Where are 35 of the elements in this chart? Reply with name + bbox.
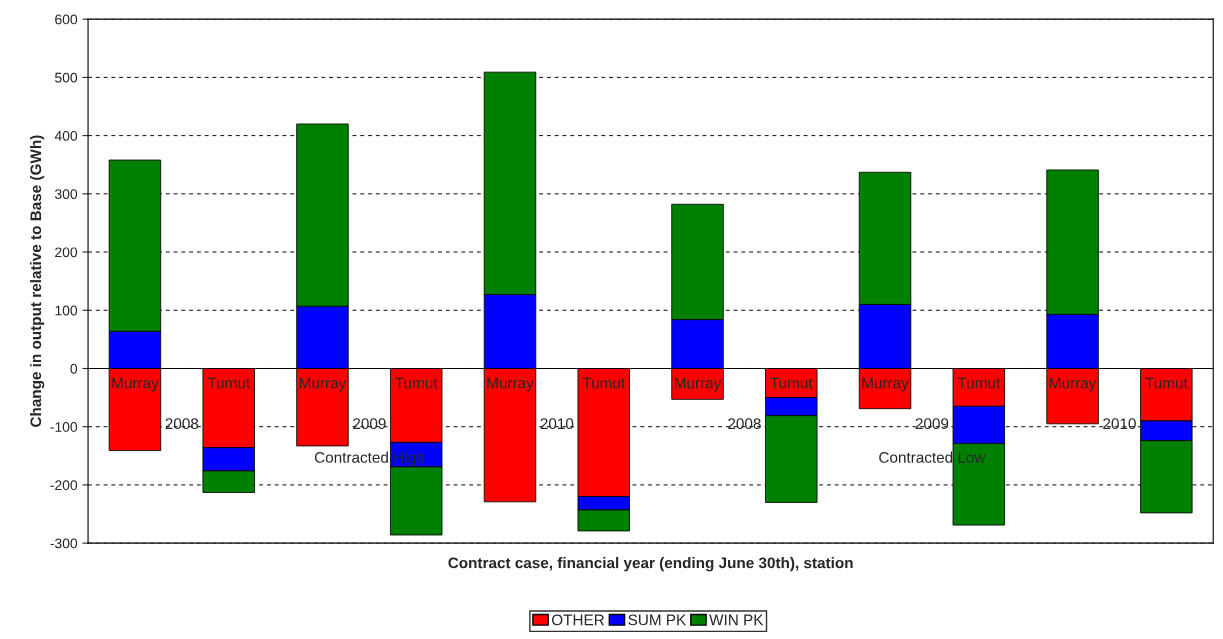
x-tick-label: Tumut (957, 377, 1001, 389)
y-tick-label: 300 (55, 189, 78, 199)
annotation: 2009 (915, 418, 949, 430)
y-tick-label: 100 (55, 305, 78, 316)
annotation: 2010 (540, 418, 574, 430)
annotation: 2008 (728, 418, 761, 430)
y-tick-label: -300 (50, 538, 78, 549)
x-tick-label: Tumut (207, 377, 250, 389)
y-axis-title: Change in output relative to Base (GWh) (29, 135, 45, 427)
annotation: 2009 (353, 418, 386, 430)
y-tick-label: 0 (70, 363, 78, 374)
x-tick-label: Tumut (770, 377, 813, 389)
x-tick-label: Murray (112, 377, 159, 392)
x-tick-label: Murray (862, 377, 909, 392)
annotation: Contracted High (314, 451, 424, 466)
annotation: 2008 (165, 418, 199, 430)
x-tick-label: Murray (1050, 377, 1097, 392)
x-tick-label: Tumut (582, 377, 626, 389)
annotation: Contracted Low (879, 451, 986, 463)
x-tick-label: Murray (487, 377, 534, 392)
y-tick-label: -200 (50, 480, 78, 491)
y-tick-label: 500 (55, 72, 78, 83)
legend-label: WIN PK (709, 614, 764, 626)
annotation: 2010 (1103, 418, 1136, 430)
y-tick-label: 400 (54, 130, 78, 141)
y-tick-label: -100 (50, 422, 78, 432)
x-tick-label: Murray (299, 377, 347, 392)
legend-label: OTHER (551, 614, 605, 626)
x-axis-title: Contract case, financial year (ending June 30th), station (448, 557, 853, 572)
x-tick-label: Murray (675, 377, 722, 392)
legend-label: SUM PK (628, 614, 687, 626)
y-tick-label: 200 (55, 247, 78, 258)
y-tick-label: 600 (55, 14, 78, 25)
x-tick-label: Tumut (1145, 377, 1188, 389)
x-tick-label: Tumut (395, 377, 438, 389)
